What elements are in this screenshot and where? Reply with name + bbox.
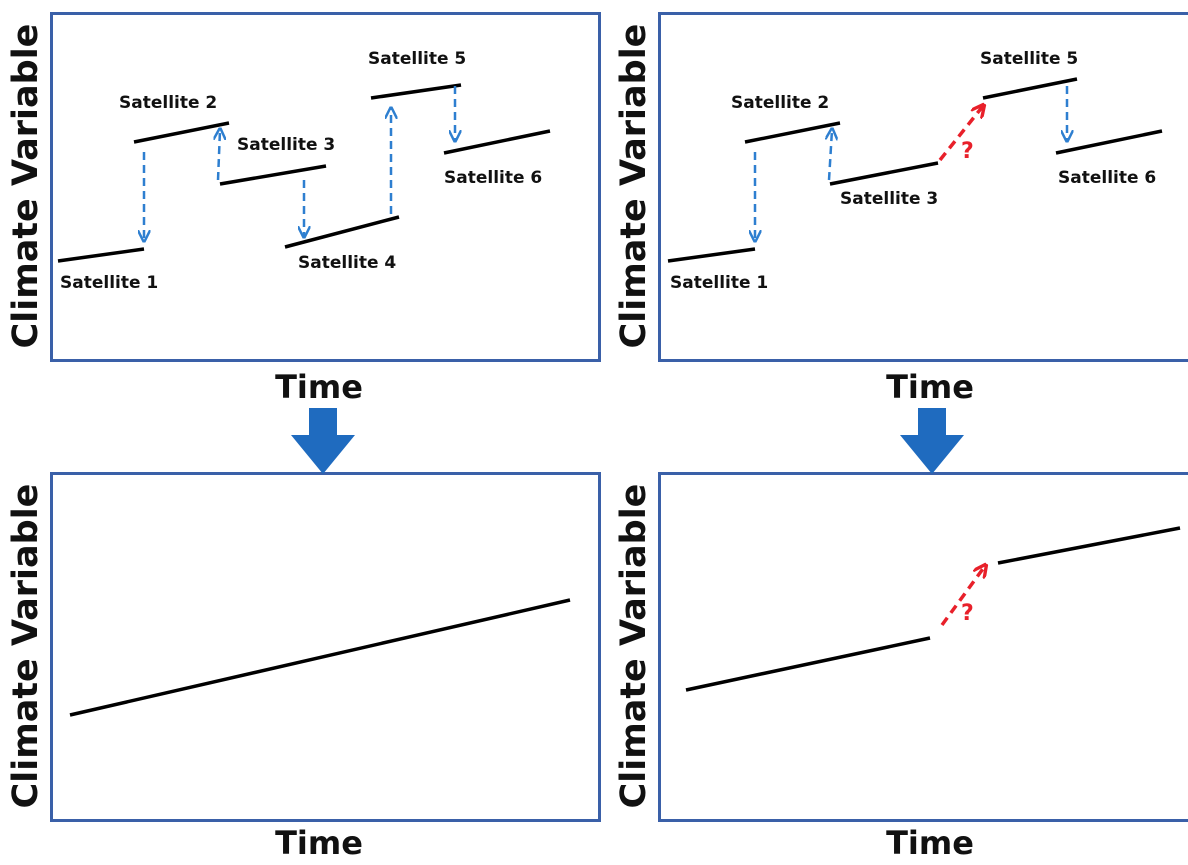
segment-satellite-4 — [284, 215, 400, 249]
label-satellite-1: Satellite 1 — [670, 273, 768, 293]
segment-satellite-3 — [219, 164, 327, 186]
satellite-segments-top-right — [667, 77, 1163, 263]
segment-satellite-2 — [133, 121, 230, 144]
down-arrow-right-icon — [900, 408, 964, 474]
satellite-labels-top-right: Satellite 1 Satellite 2 Satellite 3 Sate… — [670, 49, 1156, 293]
merged-record-line — [69, 598, 571, 717]
satellite-segments-top-left — [57, 83, 551, 263]
record-segment-after-gap — [997, 526, 1181, 565]
adjust-arrow-up-1 — [829, 130, 832, 181]
record-segment-before-gap — [685, 636, 931, 692]
gap-arrow-red-icon — [940, 566, 985, 627]
label-satellite-5: Satellite 5 — [980, 49, 1078, 69]
adjustment-arrows-top-left — [144, 86, 455, 240]
panel-bottom-left — [50, 472, 601, 822]
down-arrow-left-icon — [291, 408, 355, 474]
segment-satellite-1 — [667, 247, 756, 263]
label-satellite-3: Satellite 3 — [237, 135, 335, 155]
panel-top-right — [658, 12, 1188, 362]
label-satellite-6: Satellite 6 — [1058, 168, 1156, 188]
segment-satellite-5 — [370, 83, 462, 100]
segment-satellite-6 — [443, 129, 551, 155]
x-axis-label-top-right: Time — [886, 368, 974, 406]
x-axis-label-bottom-left: Time — [275, 824, 363, 862]
panel-bottom-right — [658, 472, 1188, 822]
adjust-arrow-up-1 — [218, 130, 220, 181]
segment-satellite-2 — [744, 121, 841, 144]
gap-arrow-bottom-right: ? — [940, 566, 985, 627]
broken-record-lines — [685, 526, 1181, 692]
gap-arrow-red-icon — [938, 106, 983, 162]
segment-satellite-1 — [57, 247, 145, 263]
gap-question-mark: ? — [961, 601, 974, 626]
x-axis-label-top-left: Time — [275, 368, 363, 406]
label-satellite-2: Satellite 2 — [731, 93, 829, 113]
gap-question-mark: ? — [961, 139, 974, 164]
label-satellite-1: Satellite 1 — [60, 273, 158, 293]
segment-satellite-3 — [829, 161, 939, 186]
label-satellite-6: Satellite 6 — [444, 168, 542, 188]
label-satellite-3: Satellite 3 — [840, 189, 938, 209]
segment-satellite-6 — [1055, 129, 1163, 155]
panel-top-left — [50, 12, 601, 362]
label-satellite-4: Satellite 4 — [298, 253, 396, 273]
x-axis-label-bottom-right: Time — [886, 824, 974, 862]
segment-satellite-5 — [982, 77, 1078, 100]
label-satellite-5: Satellite 5 — [368, 49, 466, 69]
gap-arrow-top-right: ? — [938, 106, 983, 164]
satellite-labels-top-left: Satellite 1 Satellite 2 Satellite 3 Sate… — [60, 49, 542, 293]
adjustment-arrows-top-right — [755, 86, 1067, 240]
label-satellite-2: Satellite 2 — [119, 93, 217, 113]
